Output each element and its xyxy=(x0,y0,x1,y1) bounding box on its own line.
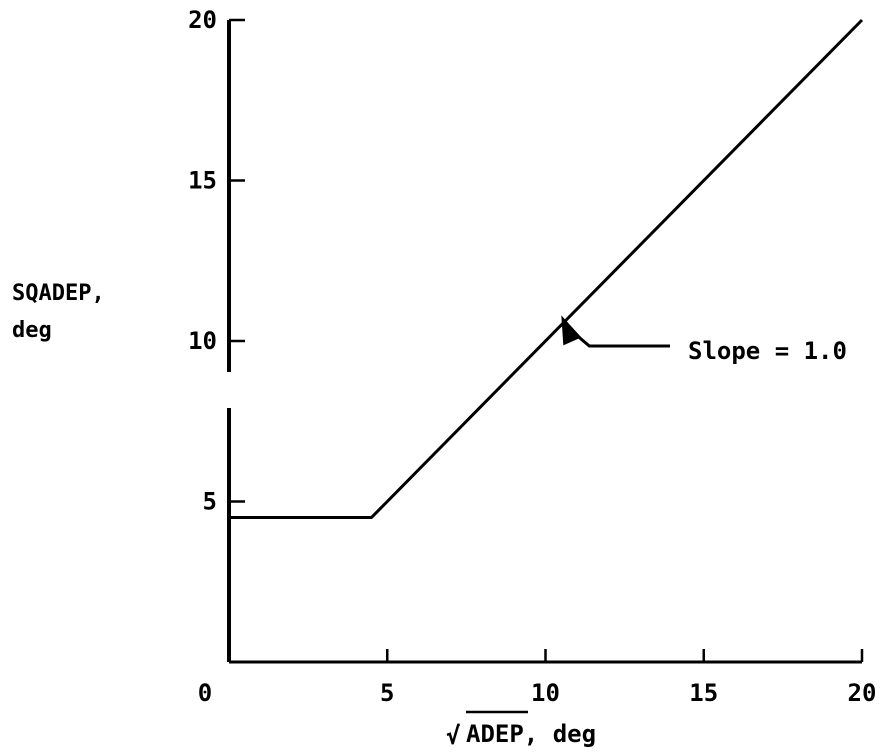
y-tick-label: 5 xyxy=(203,488,217,516)
y-axis-label-line1: SQADEP, xyxy=(12,281,105,306)
x-tick-label: 0 xyxy=(198,679,212,707)
y-tick-label: 10 xyxy=(188,327,217,355)
x-ticks: 0 5 10 15 20 xyxy=(198,649,877,707)
series xyxy=(229,18,864,520)
series-line xyxy=(229,18,864,520)
y-ticks: 5 10 15 20 xyxy=(188,6,245,516)
slope-annotation: Slope = 1.0 xyxy=(561,315,847,365)
x-tick-label: 10 xyxy=(531,679,560,707)
annotation-leader xyxy=(566,326,670,348)
x-tick-label: 15 xyxy=(689,679,718,707)
y-tick-label: 20 xyxy=(188,6,217,34)
slope-label: Slope = 1.0 xyxy=(688,337,847,365)
y-axis-label-line2: deg xyxy=(12,318,52,343)
y-tick-label: 15 xyxy=(188,167,217,195)
x-axis-radical-sign: √ xyxy=(446,722,460,750)
x-tick-label: 5 xyxy=(380,679,394,707)
annotation-arrowhead xyxy=(561,315,582,346)
x-axis-label: ADEP, deg xyxy=(466,720,596,748)
x-tick-label: 20 xyxy=(848,679,877,707)
